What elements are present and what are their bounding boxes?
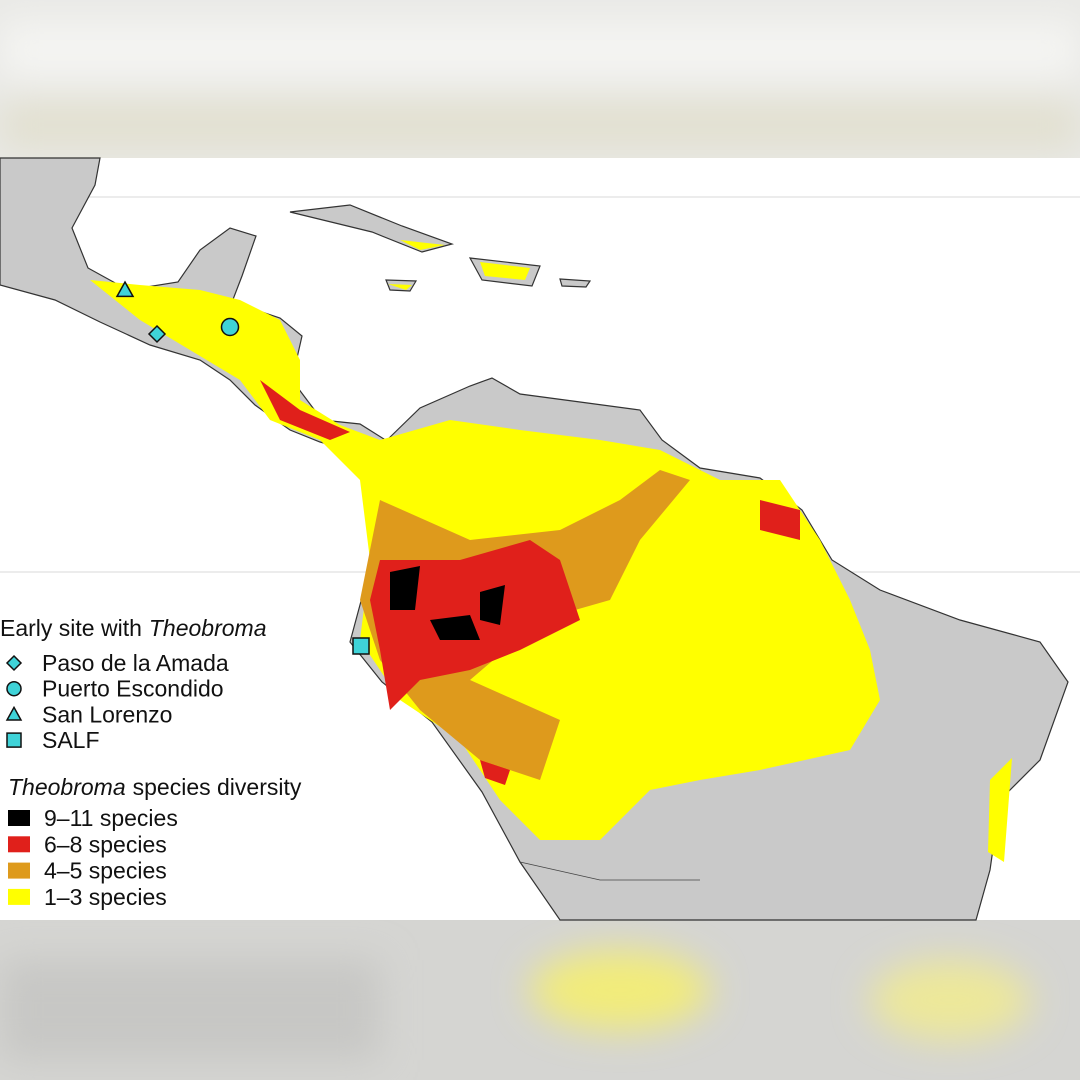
- title-text: species diversity: [133, 774, 302, 800]
- diversity-legend-title: Theobroma species diversity: [8, 774, 302, 800]
- title-text: Early site with: [0, 615, 142, 641]
- zone-9-11: [390, 566, 505, 640]
- marker-triangle: [5, 705, 23, 721]
- marker-diamond: [147, 324, 167, 344]
- diversity-zones: [90, 240, 1012, 862]
- site-label: Paso de la Amada: [42, 650, 229, 676]
- swatch: [8, 810, 30, 826]
- class-label: 9–11 species: [44, 805, 178, 831]
- marker-circle: [220, 317, 240, 337]
- swatch: [8, 888, 30, 905]
- cuba: [289, 204, 455, 253]
- class-label: 6–8 species: [44, 831, 167, 857]
- zone-6-8: [260, 380, 800, 785]
- marker-square: [352, 637, 370, 655]
- marker-diamond: [5, 654, 23, 672]
- zone-1-3: [988, 758, 1012, 862]
- class-label: 4–5 species: [44, 858, 167, 884]
- site-label: SALF: [42, 727, 100, 753]
- marker-triangle: [115, 280, 135, 298]
- swatch: [8, 836, 30, 853]
- site-markers: [115, 280, 370, 655]
- class-label: 1–3 species: [44, 884, 167, 910]
- zone-1-3: [388, 240, 530, 290]
- site-label: San Lorenzo: [42, 701, 172, 727]
- title-italic: Theobroma: [149, 615, 267, 641]
- swatch: [8, 862, 30, 879]
- marker-circle: [6, 680, 22, 697]
- zone-6-8: [370, 540, 580, 710]
- site-label: Puerto Escondido: [42, 676, 224, 702]
- title-italic: Theobroma: [8, 774, 126, 800]
- puerto-rico: [559, 278, 592, 288]
- marker-square: [6, 732, 22, 748]
- legend: Early site with Theobroma Paso de la Amad…: [0, 615, 302, 910]
- sites-legend-title: Early site with Theobroma: [0, 615, 267, 641]
